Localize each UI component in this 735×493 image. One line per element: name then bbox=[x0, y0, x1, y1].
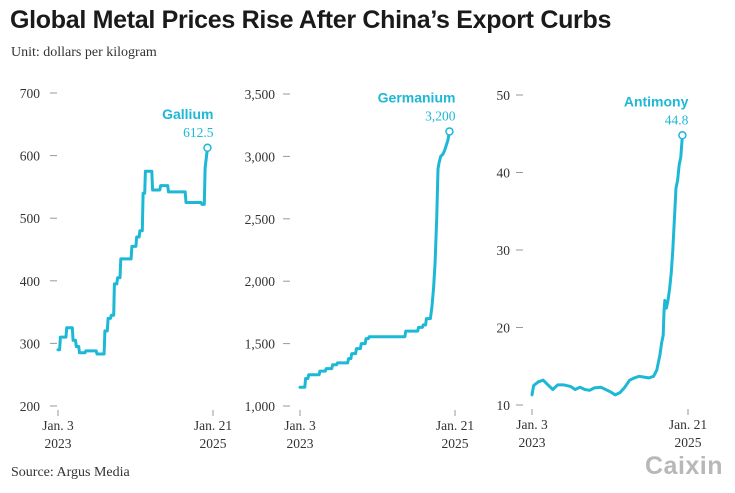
gallium-ytick-label: 200 bbox=[20, 399, 41, 414]
antimony-ytick-label: 30 bbox=[497, 243, 511, 258]
source-note: Source: Argus Media bbox=[11, 465, 130, 480]
antimony-xtick-year: 2023 bbox=[519, 435, 546, 450]
caixin-logo: Caixin bbox=[645, 452, 724, 480]
antimony-series-label: Antimony bbox=[624, 93, 689, 109]
antimony-ytick-label: 10 bbox=[497, 398, 511, 413]
gallium-xtick-year: 2025 bbox=[200, 436, 227, 451]
antimony-ytick-label: 20 bbox=[497, 321, 511, 336]
gallium-xtick-label: Jan. 21 bbox=[194, 418, 232, 433]
gallium-end-value: 612.5 bbox=[183, 125, 214, 140]
antimony-xtick-year: 2025 bbox=[675, 435, 702, 450]
germanium-panel: 1,000 1,500 2,000 2,500 3,000 3,500 Jan. 3 2023… bbox=[245, 87, 475, 451]
chart-subtitle: Unit: dollars per kilogram bbox=[11, 45, 157, 60]
germanium-ytick-label: 2,500 bbox=[245, 212, 276, 227]
antimony-end-value: 44.8 bbox=[665, 112, 689, 127]
chart-title: Global Metal Prices Rise After China’s E… bbox=[10, 6, 612, 34]
gallium-series-label: Gallium bbox=[162, 106, 213, 122]
antimony-xtick-label: Jan. 21 bbox=[669, 417, 707, 432]
gallium-end-marker bbox=[203, 143, 212, 153]
germanium-series-line bbox=[298, 129, 451, 389]
antimony-ytick-label: 40 bbox=[497, 166, 511, 181]
germanium-ytick-label: 3,500 bbox=[245, 87, 276, 102]
gallium-ytick-label: 600 bbox=[20, 149, 41, 164]
gallium-ytick-label: 500 bbox=[20, 211, 41, 226]
gallium-xtick-year: 2023 bbox=[45, 436, 72, 451]
germanium-xtick-label: Jan. 3 bbox=[284, 418, 316, 433]
germanium-ytick-label: 1,500 bbox=[245, 337, 276, 352]
gallium-ytick-label: 300 bbox=[20, 336, 41, 351]
germanium-ytick-label: 2,000 bbox=[245, 274, 276, 289]
gallium-ytick-label: 400 bbox=[20, 274, 41, 289]
germanium-end-value: 3,200 bbox=[425, 108, 456, 123]
gallium-xtick-label: Jan. 3 bbox=[42, 418, 74, 433]
germanium-xtick-year: 2025 bbox=[442, 436, 469, 451]
antimony-end-marker bbox=[678, 131, 687, 140]
germanium-series-label: Germanium bbox=[378, 89, 456, 105]
germanium-xtick-label: Jan. 21 bbox=[436, 418, 474, 433]
antimony-xtick-label: Jan. 3 bbox=[516, 417, 548, 432]
germanium-xtick-year: 2023 bbox=[287, 436, 314, 451]
antimony-panel: 10 20 30 40 50 Jan. 3 2023 Jan. 21 2025 Antimony 4… bbox=[497, 88, 708, 450]
gallium-panel: 200 300 400 500 600 700 Jan. 3 2023 Jan. 21 2025 G… bbox=[20, 86, 232, 451]
antimony-series-line bbox=[530, 133, 684, 397]
gallium-ytick-label: 700 bbox=[20, 86, 41, 101]
gallium-series-line bbox=[56, 146, 209, 356]
germanium-ytick-label: 1,000 bbox=[245, 399, 276, 414]
antimony-ytick-label: 50 bbox=[497, 88, 511, 103]
germanium-end-marker bbox=[445, 127, 454, 136]
germanium-ytick-label: 3,000 bbox=[245, 149, 276, 164]
